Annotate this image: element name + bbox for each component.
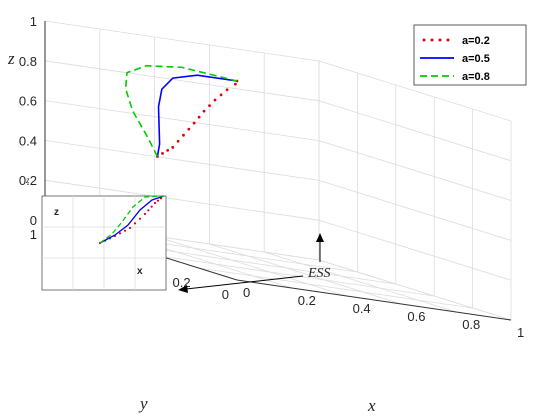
grid-back-z [44, 100, 320, 141]
grid-back-z [44, 20, 320, 62]
inset-grid [42, 196, 166, 290]
y-axis-label: y [138, 394, 148, 413]
series-point [192, 121, 196, 125]
ess-arrow-left [185, 275, 304, 290]
x-tick-label: 0 [243, 285, 250, 300]
inset-curves [98, 195, 165, 245]
series-point [202, 109, 206, 113]
inset-series-point [143, 212, 147, 216]
inset-series-point [138, 217, 142, 220]
grid-side-z [318, 180, 512, 241]
inset-series-point [153, 201, 157, 205]
legend-items: a=0.2 a=0.5 a=0.8 [420, 35, 490, 83]
series-point [219, 93, 223, 97]
inset-label-x: x [137, 266, 143, 277]
series-point [233, 82, 237, 86]
x-axis-label: x [367, 396, 376, 415]
grid-floor-y [198, 267, 473, 309]
series-line [156, 74, 238, 157]
x-tick-label: 0.6 [407, 309, 425, 324]
series-point [213, 98, 217, 102]
z-tick-label: 0 [30, 213, 37, 228]
legend-label: a=0.5 [462, 53, 490, 65]
legend-label: a=0.2 [462, 35, 490, 47]
ess-annotation: ESS [178, 233, 331, 293]
grid-lines [44, 20, 512, 321]
series-point [176, 139, 180, 143]
inset-series-point [123, 229, 127, 232]
legend-label: a=0.8 [462, 71, 490, 83]
z-axis-label: z [7, 49, 15, 68]
legend-box [413, 24, 527, 86]
z-tick-label: 0.6 [19, 94, 37, 109]
x-axis-line [236, 279, 512, 321]
grid-floor-y [121, 243, 396, 285]
grid-back-z [44, 179, 320, 221]
grid-back-z [44, 60, 320, 102]
legend-swatch-dot [422, 38, 426, 42]
y-tick-label: 0.2 [173, 275, 191, 290]
inset-series-line [99, 195, 165, 244]
z-tick-label: 0.4 [19, 133, 37, 148]
grid-side-z [318, 60, 512, 122]
legend-swatch-dot [430, 38, 434, 42]
ess-arrowhead-left [178, 285, 188, 293]
y-tick-label: 1 [30, 227, 37, 242]
z-tick-label: 1 [30, 14, 37, 29]
grid-side-z [318, 100, 512, 162]
legend-swatch-dot [438, 38, 442, 42]
curves [124, 64, 239, 158]
series-point [187, 127, 191, 131]
legend: a=0.2 a=0.5 a=0.8 [413, 24, 527, 86]
inset-label-z-outer: z [25, 175, 30, 185]
series-point [182, 133, 185, 137]
grid-floor-x [264, 251, 457, 313]
ess-arrowhead-up [316, 233, 324, 242]
inset-series-line [99, 195, 165, 244]
inset-label-z: z [54, 207, 59, 218]
legend-swatch-dot [446, 38, 450, 42]
x-tick-label: 0.8 [462, 317, 480, 332]
z-tick-label: 0.2 [19, 173, 37, 188]
series-line [124, 64, 238, 157]
inset-series-point [128, 226, 132, 230]
grid-side-z [318, 219, 512, 281]
series-point [197, 115, 201, 119]
series-point [171, 145, 175, 149]
z-tick-label: 0.8 [19, 54, 37, 69]
grid-floor-y [160, 255, 435, 297]
inset-series-point [118, 232, 122, 235]
grid-floor-x [154, 235, 347, 297]
series-point [208, 104, 211, 107]
inset-series-point [150, 205, 153, 208]
series-point [225, 88, 229, 92]
grid-side-z [318, 140, 512, 201]
inset-series-point [133, 222, 137, 225]
grid-floor-x [209, 243, 402, 305]
inset-series-point [156, 199, 160, 202]
series-point [161, 152, 164, 155]
inset-plot: z x z [25, 175, 167, 291]
grid-floor-x [318, 259, 512, 321]
ess-label: ESS [307, 266, 331, 281]
x-tick-label: 0.2 [298, 293, 316, 308]
x-tick-label: 0.4 [353, 301, 371, 316]
series-point [166, 148, 170, 152]
y-tick-label: 0 [222, 287, 229, 302]
x-tick-label: 1 [517, 325, 524, 340]
inset-series-point [147, 209, 150, 212]
grid-back-z [44, 140, 320, 181]
